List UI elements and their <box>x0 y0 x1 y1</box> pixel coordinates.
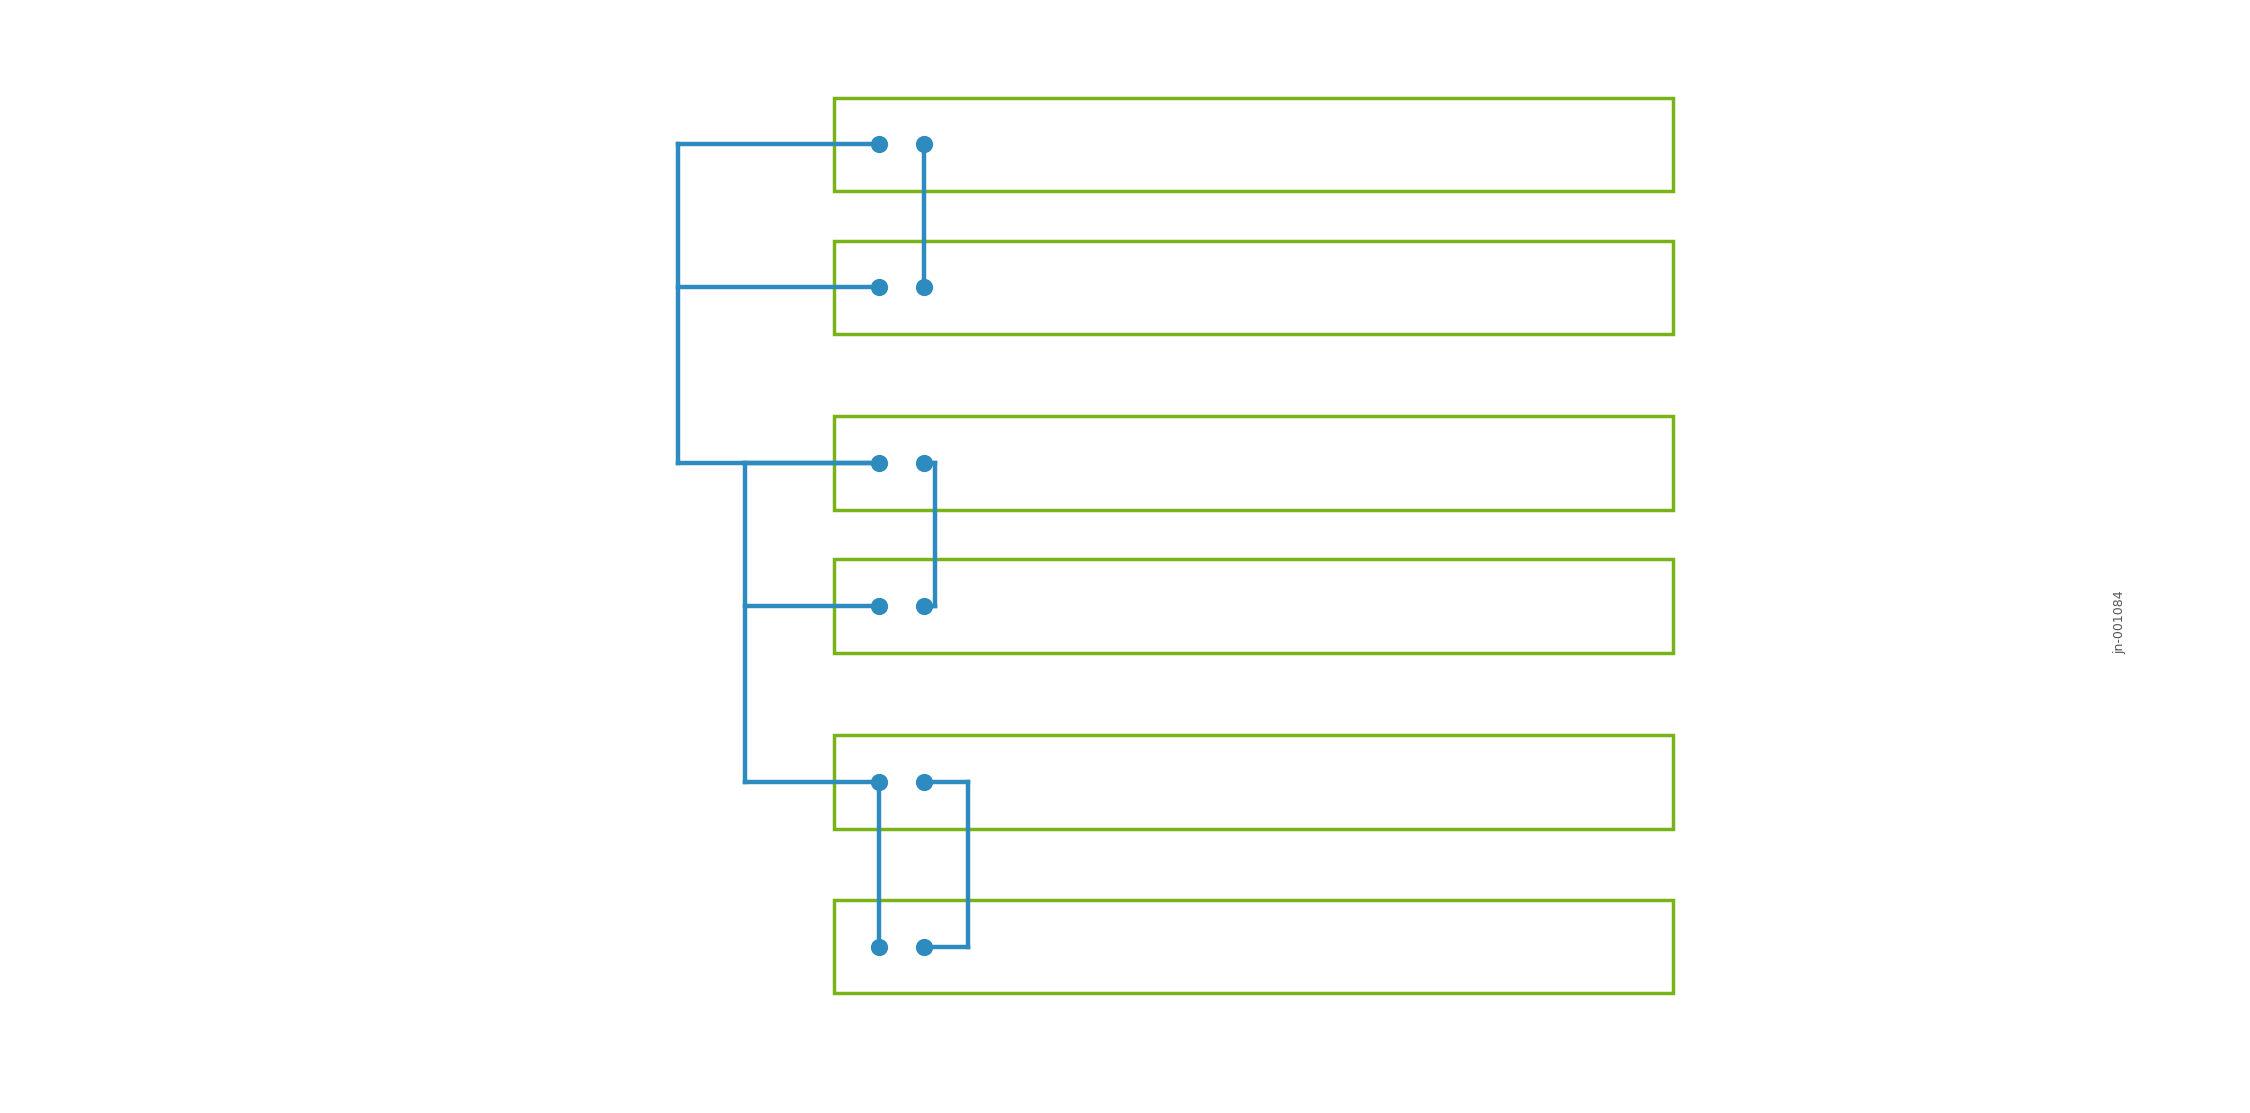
Point <box>907 597 943 614</box>
Point <box>862 772 898 790</box>
Point <box>907 772 943 790</box>
Point <box>862 454 898 472</box>
Text: jn-001084: jn-001084 <box>2113 591 2126 654</box>
Point <box>862 938 898 956</box>
Point <box>907 136 943 154</box>
Point <box>907 454 943 472</box>
Point <box>907 278 943 296</box>
Point <box>862 597 898 614</box>
Point <box>907 938 943 956</box>
Point <box>862 278 898 296</box>
Point <box>862 136 898 154</box>
